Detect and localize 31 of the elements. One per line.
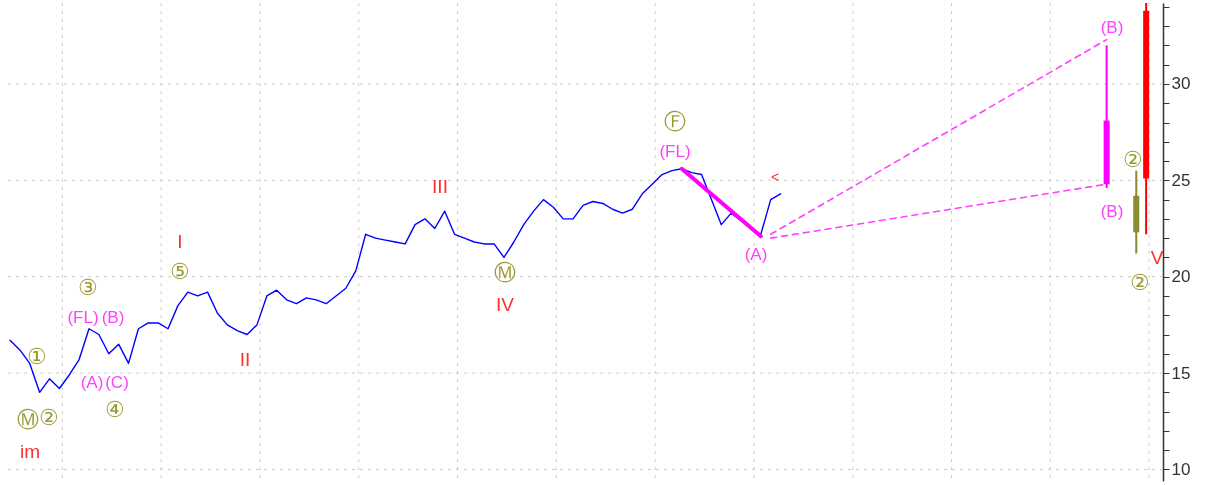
annotation: (C) — [105, 373, 129, 392]
annotation: IV — [496, 294, 515, 315]
annotation: (A) — [80, 373, 104, 392]
annotation: II — [239, 349, 251, 370]
annotation: III — [432, 176, 448, 197]
annotation: Ⓜ — [494, 260, 516, 285]
annotation: ② — [1123, 147, 1143, 172]
annotation: (FL) — [67, 308, 99, 327]
annotation: (FL) — [659, 142, 691, 161]
y-tick-label: 25 — [1171, 170, 1191, 190]
annotation: im — [19, 441, 41, 462]
annotation: < — [770, 169, 780, 185]
annotation: I — [177, 231, 183, 252]
annotation: ② — [1130, 270, 1150, 295]
annotation: ① — [27, 344, 47, 369]
annotation: ⑤ — [170, 259, 190, 284]
annotation: V — [1150, 247, 1164, 268]
line-series — [9, 168, 782, 394]
annotation: ③ — [78, 275, 98, 300]
annotation: Ⓜ — [17, 407, 39, 432]
annotation: ④ — [105, 397, 125, 422]
annotation: (B) — [1100, 18, 1124, 37]
annotation: (A) — [744, 245, 768, 264]
annotation: (B) — [1100, 202, 1124, 221]
annotation: Ⓕ — [664, 109, 686, 134]
y-tick-label: 20 — [1171, 267, 1191, 287]
y-tick-label: 30 — [1171, 74, 1191, 94]
annotation: ② — [39, 405, 59, 430]
annotation: (B) — [101, 308, 125, 327]
y-tick-label: 10 — [1171, 459, 1191, 479]
y-tick-label: 15 — [1171, 363, 1191, 383]
